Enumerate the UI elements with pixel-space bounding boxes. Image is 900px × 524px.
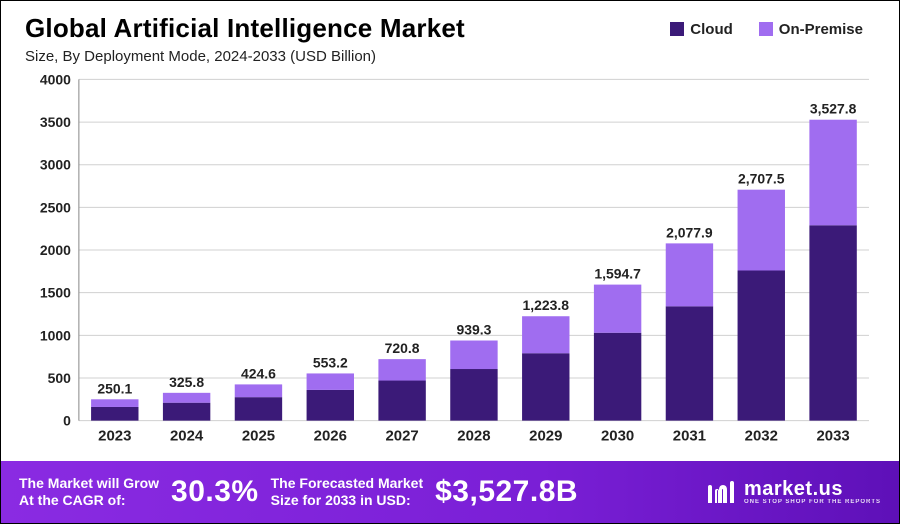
forecast-label-line2: Size for 2033 in USD: <box>271 492 424 509</box>
x-tick-label: 2028 <box>457 428 490 445</box>
y-tick-label: 1000 <box>40 327 71 343</box>
bar-total-label: 3,527.8 <box>810 101 857 117</box>
y-tick-label: 0 <box>63 413 71 429</box>
y-tick-label: 2000 <box>40 242 71 258</box>
y-tick-label: 2500 <box>40 199 71 215</box>
bar-cloud <box>235 397 282 420</box>
chart-svg: 0 500 1000 1500 2000 2500 3000 3500 4000 250.1 202… <box>25 71 875 451</box>
brand-tagline: ONE STOP SHOP FOR THE REPORTS <box>744 499 881 505</box>
cagr-label-line1: The Market will Grow <box>19 475 159 492</box>
bar-total-label: 1,594.7 <box>594 266 641 282</box>
bar-cloud <box>809 225 856 420</box>
x-tick-label: 2026 <box>314 428 347 445</box>
y-tick-label: 3500 <box>40 114 71 130</box>
cagr-value: 30.3% <box>171 475 259 509</box>
bar-cloud <box>594 333 641 421</box>
bar-total-label: 2,077.9 <box>666 224 713 240</box>
cagr-label-line2: At the CAGR of: <box>19 492 159 509</box>
y-tick-label: 4000 <box>40 71 71 87</box>
bar-total-label: 2,707.5 <box>738 171 785 187</box>
forecast-value: $3,527.8B <box>435 475 578 509</box>
legend-item: On-Premise <box>759 21 863 38</box>
bar-cloud <box>307 390 354 421</box>
y-tick-label: 1500 <box>40 285 71 301</box>
chart-frame: Global Artificial Intelligence Market Si… <box>0 0 900 524</box>
cagr-label: The Market will Grow At the CAGR of: <box>19 475 159 509</box>
chart-subtitle: Size, By Deployment Mode, 2024-2033 (USD… <box>25 48 875 65</box>
bar-on-premise <box>809 120 856 226</box>
bar-total-label: 1,223.8 <box>522 297 569 313</box>
chart-area: 0 500 1000 1500 2000 2500 3000 3500 4000 250.1 202… <box>25 71 875 451</box>
bar-cloud <box>91 407 138 421</box>
x-tick-label: 2024 <box>170 428 204 445</box>
brand-text: market.us ONE STOP SHOP FOR THE REPORTS <box>744 479 881 505</box>
legend-swatch <box>759 22 773 36</box>
x-tick-label: 2033 <box>816 428 849 445</box>
bar-on-premise <box>235 384 282 397</box>
legend-item: Cloud <box>670 21 733 38</box>
x-tick-label: 2032 <box>745 428 778 445</box>
y-tick-label: 500 <box>48 370 72 386</box>
bar-total-label: 720.8 <box>385 340 420 356</box>
legend-label: On-Premise <box>779 21 863 38</box>
x-tick-label: 2023 <box>98 428 131 445</box>
footer-banner: The Market will Grow At the CAGR of: 30.… <box>1 461 899 523</box>
bar-on-premise <box>307 373 354 389</box>
legend-swatch <box>670 22 684 36</box>
bar-on-premise <box>378 359 425 380</box>
bar-total-label: 553.2 <box>313 354 348 370</box>
bar-on-premise <box>163 393 210 403</box>
bar-total-label: 424.6 <box>241 365 276 381</box>
bar-total-label: 325.8 <box>169 374 204 390</box>
bar-cloud <box>666 306 713 420</box>
bar-on-premise <box>666 243 713 306</box>
x-tick-label: 2031 <box>673 428 706 445</box>
forecast-label: The Forecasted Market Size for 2033 in U… <box>271 475 424 509</box>
x-tick-label: 2029 <box>529 428 562 445</box>
y-tick-label: 3000 <box>40 157 71 173</box>
bar-cloud <box>522 353 569 420</box>
brand-name: market.us <box>744 479 881 499</box>
x-tick-label: 2027 <box>385 428 418 445</box>
bar-on-premise <box>450 341 497 370</box>
x-tick-label: 2025 <box>242 428 275 445</box>
chart-legend: Cloud On-Premise <box>670 21 863 38</box>
bar-on-premise <box>738 190 785 271</box>
bar-on-premise <box>594 285 641 333</box>
bar-cloud <box>450 369 497 421</box>
bar-cloud <box>163 403 210 421</box>
brand-logo: market.us ONE STOP SHOP FOR THE REPORTS <box>706 477 881 507</box>
brand-icon <box>706 477 736 507</box>
bar-on-premise <box>522 316 569 353</box>
bar-on-premise <box>91 399 138 407</box>
bar-total-label: 250.1 <box>97 380 132 396</box>
bar-cloud <box>738 270 785 420</box>
forecast-label-line1: The Forecasted Market <box>271 475 424 492</box>
bar-total-label: 939.3 <box>456 322 491 338</box>
legend-label: Cloud <box>690 21 733 38</box>
bar-cloud <box>378 381 425 421</box>
x-tick-label: 2030 <box>601 428 634 445</box>
